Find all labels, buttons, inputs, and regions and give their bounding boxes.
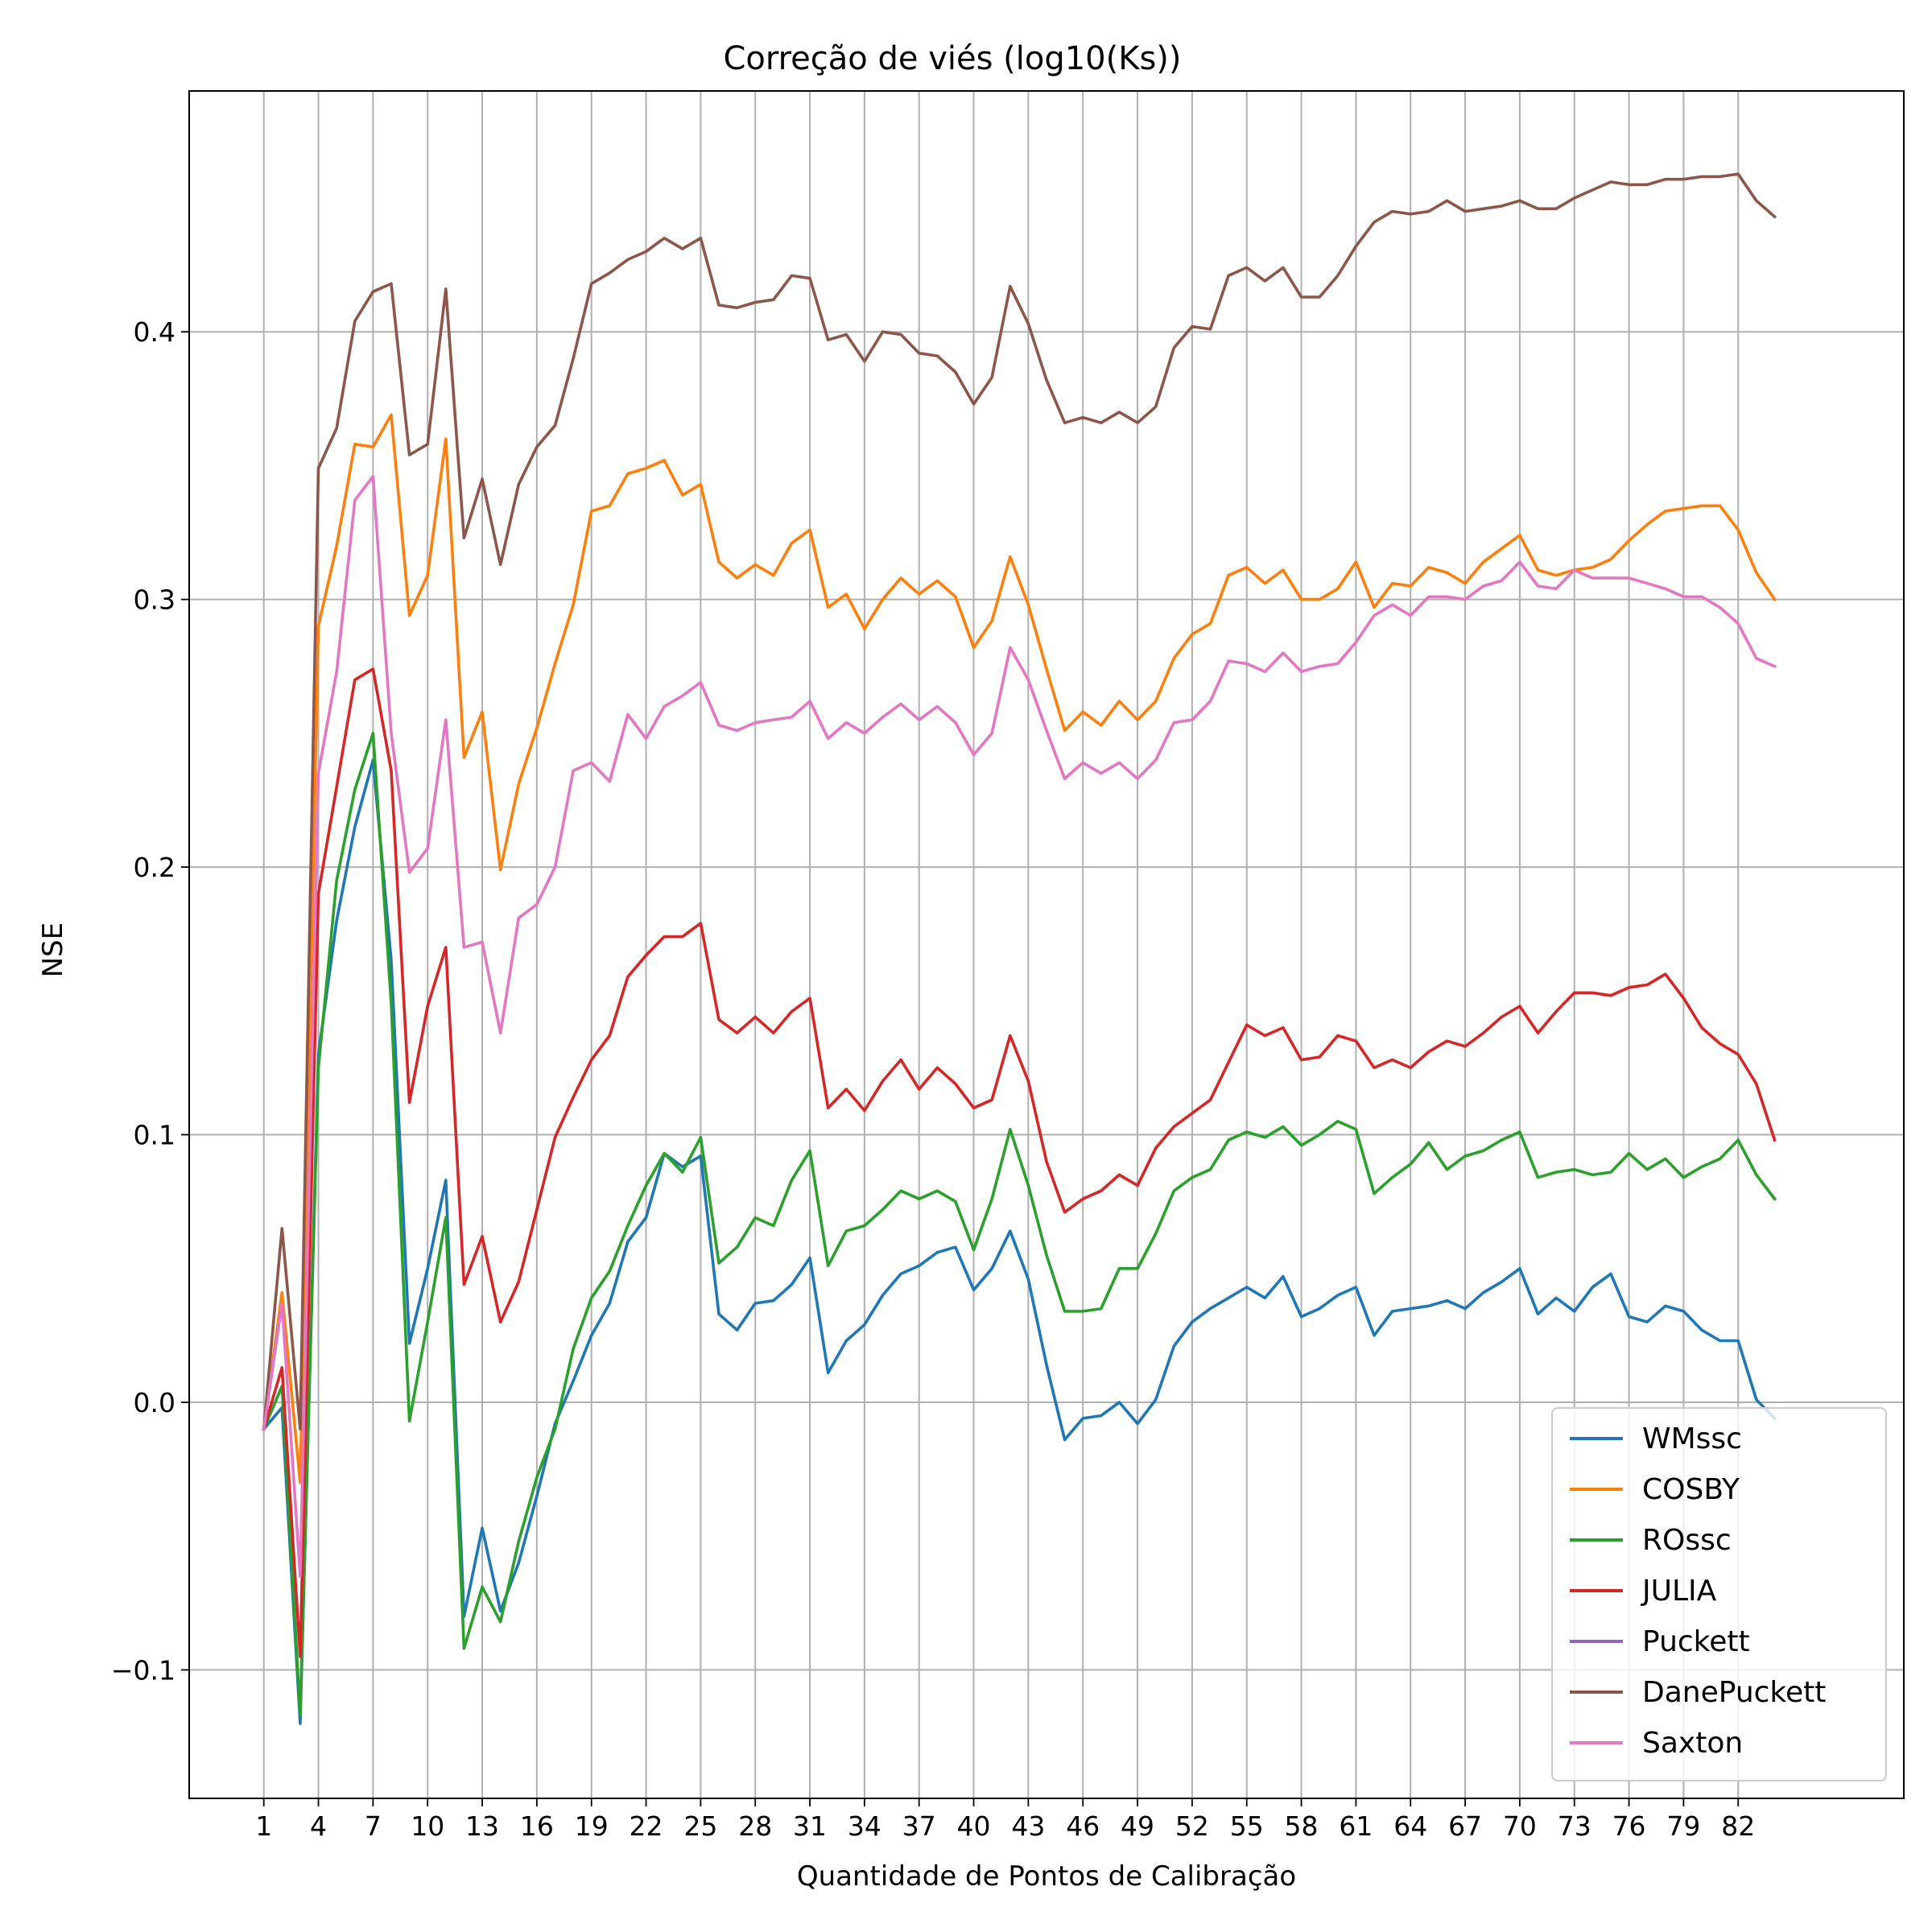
- x-tick-label: 10: [411, 1810, 444, 1842]
- legend-label: Saxton: [1642, 1727, 1743, 1760]
- y-tick-label: −0.1: [111, 1654, 175, 1686]
- x-tick-label: 49: [1121, 1810, 1154, 1842]
- series-lines: [262, 172, 1777, 1725]
- x-tick-label: 58: [1285, 1810, 1319, 1842]
- x-tick-label: 64: [1393, 1810, 1427, 1842]
- x-tick-label: 7: [365, 1810, 382, 1842]
- x-tick-label: 76: [1612, 1810, 1646, 1842]
- legend-label: JULIA: [1641, 1575, 1717, 1608]
- y-tick-label: 0.1: [134, 1120, 175, 1151]
- chart-title: Correção de viés (log10(Ks)): [723, 40, 1181, 77]
- x-tick-label: 31: [793, 1810, 827, 1842]
- x-tick-label: 73: [1558, 1810, 1591, 1842]
- x-tick-label: 67: [1448, 1810, 1482, 1842]
- x-tick-label: 1: [255, 1810, 272, 1842]
- x-tick-label: 19: [575, 1810, 609, 1842]
- x-tick-label: 13: [465, 1810, 499, 1842]
- series-line-saxton: [262, 474, 1777, 1578]
- series-line-cosby: [262, 413, 1777, 1484]
- x-tick-label: 4: [310, 1810, 327, 1842]
- series-line-danepuckett: [262, 172, 1777, 1431]
- x-tick-label: 61: [1339, 1810, 1373, 1842]
- x-tick-label: 82: [1721, 1810, 1755, 1842]
- legend-label: DanePuckett: [1642, 1676, 1826, 1709]
- x-tick-label: 79: [1666, 1810, 1700, 1842]
- x-tick-label: 37: [902, 1810, 936, 1842]
- legend-label: Puckett: [1642, 1625, 1750, 1658]
- y-tick-label: 0.2: [134, 852, 175, 883]
- x-tick-label: 34: [848, 1810, 881, 1842]
- series-line-rossc: [262, 732, 1777, 1717]
- x-tick-label: 43: [1011, 1810, 1045, 1842]
- x-tick-label: 22: [630, 1810, 663, 1842]
- y-tick-label: 0.0: [134, 1387, 175, 1418]
- legend-box: [1551, 1407, 1887, 1781]
- plot-frame: [188, 90, 1905, 1799]
- x-tick-label: 25: [683, 1810, 717, 1842]
- legend: WMssc COSBY ROssc JULIA Puckett DanePuckett Sa…: [1551, 1407, 1887, 1781]
- axis-ticks: 1 4 7 10 13 16 19 22 25 28 31 34 37 40 43 46 49 52 55 58 61 6…: [111, 316, 1755, 1842]
- x-tick-label: 40: [957, 1810, 991, 1842]
- legend-label: COSBY: [1642, 1473, 1740, 1506]
- series-line-wmssc: [262, 758, 1777, 1725]
- legend-label: ROssc: [1642, 1524, 1732, 1557]
- legend-label: WMssc: [1642, 1422, 1742, 1455]
- series-line-julia: [262, 667, 1777, 1658]
- y-tick-label: 0.3: [134, 584, 175, 616]
- x-tick-label: 55: [1230, 1810, 1264, 1842]
- x-tick-label: 16: [520, 1810, 554, 1842]
- y-tick-label: 0.4: [134, 316, 175, 348]
- x-axis-label: Quantidade de Pontos de Calibração: [797, 1860, 1296, 1893]
- x-tick-label: 52: [1175, 1810, 1209, 1842]
- x-tick-label: 46: [1066, 1810, 1100, 1842]
- x-tick-label: 70: [1503, 1810, 1537, 1842]
- x-tick-label: 28: [738, 1810, 772, 1842]
- y-axis-label: NSE: [37, 923, 69, 978]
